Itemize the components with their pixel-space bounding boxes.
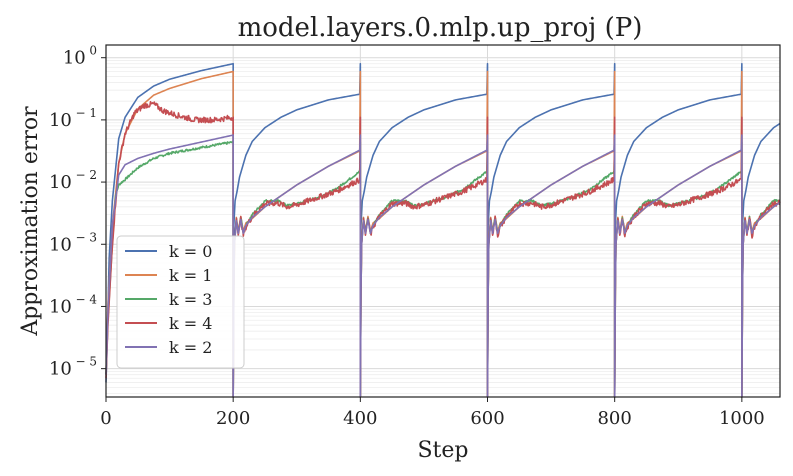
legend-label: k = 4 [169,314,212,333]
y-axis-label: Approximation error [18,106,43,337]
x-tick-label: 600 [470,408,504,429]
legend-box [116,235,245,369]
x-tick-label: 400 [343,408,377,429]
y-axis-ticks: 10 0 10 − 1 10 − 2 10 − 3 10 − 4 10 − 5 [49,44,106,380]
x-tick-label: 1000 [719,408,765,429]
series-line-3 [105,101,781,398]
series-lines [105,62,781,398]
y-tick-label: 10 − 5 [49,355,97,380]
plot-frame [105,44,781,398]
x-axis-ticks: 0 200 400 600 800 1000 [100,397,765,429]
x-axis-label: Step [417,438,468,463]
y-tick-label: 10 − 1 [49,106,97,131]
legend: k = 0 k = 1 k = 3 k = 4 k = 2 [116,235,245,369]
x-tick-label: 0 [100,408,111,429]
chart-title: model.layers.0.mlp.up_proj (P) [238,13,643,43]
y-tick-label: 10 − 3 [49,230,97,255]
y-tick-label: 10 − 2 [49,168,97,193]
x-tick-label: 800 [597,408,631,429]
series-line-4 [105,134,781,398]
series-line-0 [105,62,781,398]
legend-label: k = 0 [169,242,212,261]
y-tick-label: 10 − 4 [49,292,97,317]
y-tick-label: 10 0 [63,44,97,69]
legend-label: k = 1 [169,266,212,285]
x-tick-label: 200 [216,408,250,429]
legend-label: k = 2 [169,338,212,357]
legend-label: k = 3 [169,290,212,309]
